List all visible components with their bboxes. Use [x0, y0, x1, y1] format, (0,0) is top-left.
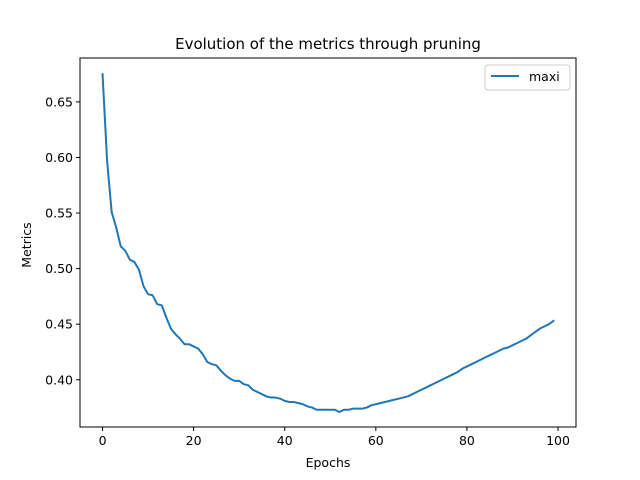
y-axis-label: Metrics — [19, 222, 34, 267]
y-tick-label: 0.60 — [45, 150, 73, 165]
y-tick-label: 0.40 — [45, 372, 73, 387]
axes-frame — [79, 57, 577, 428]
legend-box — [484, 64, 571, 91]
series-line-maxi — [101, 73, 555, 413]
x-axis-label: Epochs — [306, 455, 351, 470]
legend: maxi — [484, 64, 571, 91]
x-tick-label: 100 — [546, 433, 570, 448]
x-tick-label: 20 — [186, 433, 202, 448]
x-tick-label: 40 — [277, 433, 293, 448]
y-tick-label: 0.55 — [45, 206, 73, 221]
y-tick-label: 0.50 — [45, 261, 73, 276]
x-tick-label: 80 — [459, 433, 475, 448]
x-tick-label: 60 — [368, 433, 384, 448]
y-tick-label: 0.45 — [45, 317, 73, 332]
y-tick-label: 0.65 — [45, 94, 73, 109]
x-tick-label: 0 — [99, 433, 107, 448]
legend-label-maxi: maxi — [529, 69, 560, 84]
chart-title: Evolution of the metrics through pruning — [175, 35, 481, 53]
plot-area: 0 20 40 60 80 100 0.40 0.45 0.50 0.55 0.60 0.65 — [45, 57, 577, 448]
